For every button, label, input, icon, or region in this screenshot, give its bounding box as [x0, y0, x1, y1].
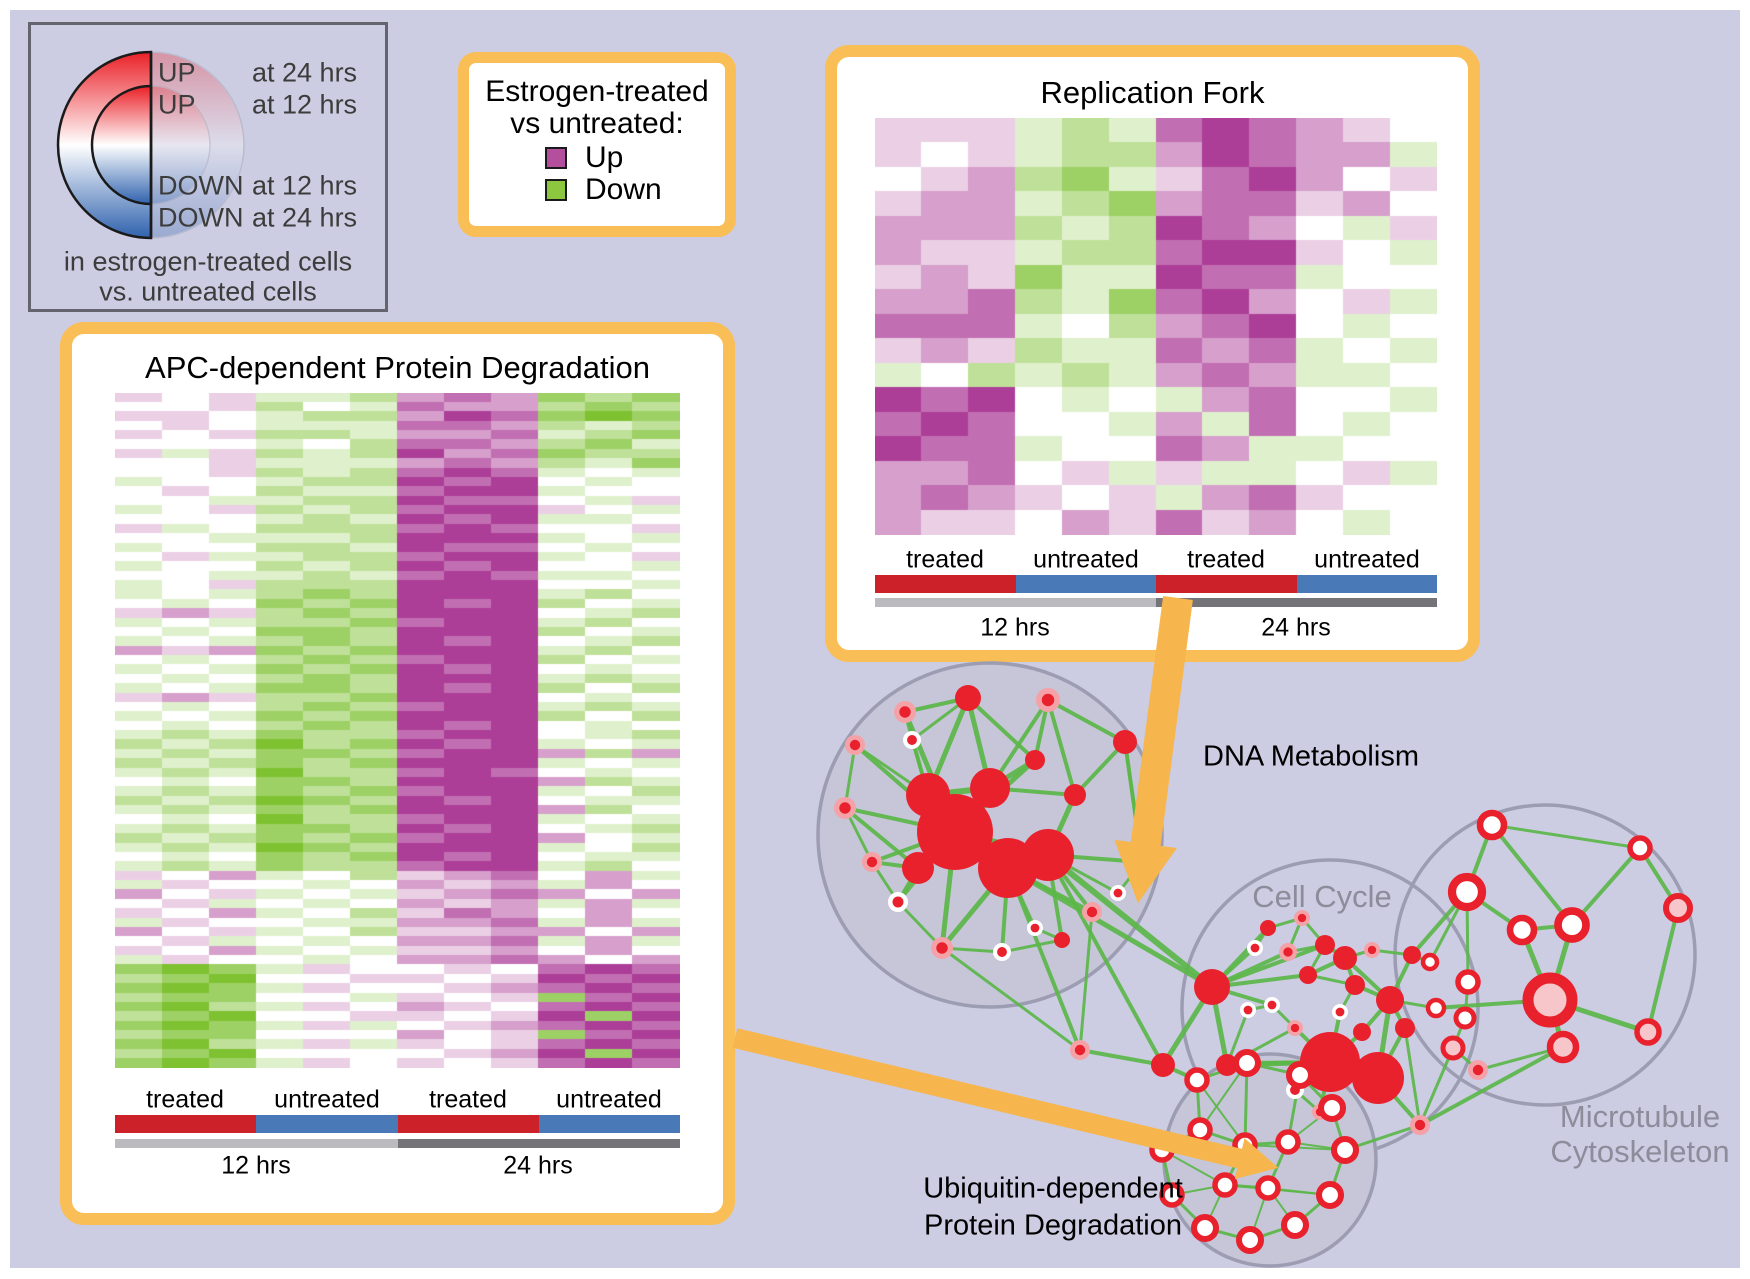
- apc-condition-bar: [115, 1115, 680, 1133]
- legend-caption-line1: in estrogen-treated cells: [63, 246, 353, 277]
- down-color-swatch: [545, 179, 567, 201]
- apc-group-label-1: treated: [146, 1085, 224, 1114]
- apc-12hr-bar: [115, 1139, 398, 1148]
- apc-untreated-bar-2: [538, 1115, 680, 1133]
- rf-treated-bar-1: [875, 575, 1016, 593]
- down-label: Down: [585, 173, 662, 206]
- updown-legend-title-line2: vs untreated:: [510, 107, 684, 140]
- circle-legend-box: UP at 24 hrs UP at 12 hrs DOWN at 12 hrs…: [28, 22, 388, 312]
- rf-group-label-3: treated: [1187, 545, 1265, 574]
- updown-circle-icon: [56, 50, 245, 240]
- rf-12hr-bar: [875, 598, 1156, 607]
- legend-up24-dir: UP: [158, 57, 196, 88]
- rf-untreated-bar-1: [1015, 575, 1156, 593]
- apc-untreated-bar-1: [256, 1115, 398, 1133]
- apc-24hr-label: 24 hrs: [503, 1151, 573, 1180]
- dna-metabolism-label: DNA Metabolism: [1203, 740, 1419, 773]
- apc-treated-bar-1: [115, 1115, 257, 1133]
- apc-24hr-bar: [397, 1139, 680, 1148]
- rf-untreated-bar-2: [1296, 575, 1437, 593]
- microtubule-label-line1: Microtubule: [1559, 1099, 1721, 1134]
- rf-treated-bar-2: [1156, 575, 1297, 593]
- legend-down12-time: at 12 hrs: [252, 170, 358, 201]
- rf-heatmap: [875, 118, 1437, 535]
- ubiquitin-label-line1: Ubiquitin-dependent: [923, 1172, 1183, 1205]
- apc-group-label-3: treated: [429, 1085, 507, 1114]
- apc-panel-title: APC-dependent Protein Degradation: [145, 350, 650, 385]
- rf-24hr-label: 24 hrs: [1261, 613, 1331, 642]
- replication-fork-panel: Replication Fork treated untreated treat…: [825, 45, 1480, 662]
- apc-time-bar: [115, 1139, 680, 1148]
- rf-group-label-4: untreated: [1314, 545, 1420, 574]
- legend-up12-time: at 12 hrs: [252, 89, 358, 120]
- rf-group-label-1: treated: [906, 545, 984, 574]
- updown-legend-title-line1: Estrogen-treated: [485, 75, 709, 108]
- apc-panel: APC-dependent Protein Degradation treate…: [60, 322, 735, 1225]
- apc-group-label-2: untreated: [274, 1085, 380, 1114]
- up-label: Up: [585, 141, 624, 174]
- rf-group-label-2: untreated: [1033, 545, 1139, 574]
- apc-heatmap: [115, 393, 680, 1068]
- ubiquitin-label-line2: Protein Degradation: [924, 1209, 1182, 1242]
- rf-time-bar: [875, 598, 1437, 607]
- legend-down24-dir: DOWN: [158, 202, 244, 233]
- updown-legend-box: Estrogen-treated vs untreated: Up Down: [458, 52, 736, 237]
- rf-12hr-label: 12 hrs: [980, 613, 1050, 642]
- rf-condition-bar: [875, 575, 1437, 593]
- apc-group-label-4: untreated: [556, 1085, 662, 1114]
- rf-panel-title: Replication Fork: [1040, 75, 1265, 110]
- cell-cycle-label: Cell Cycle: [1252, 879, 1392, 914]
- apc-treated-bar-2: [397, 1115, 539, 1133]
- apc-12hr-label: 12 hrs: [221, 1151, 291, 1180]
- up-color-swatch: [545, 147, 567, 169]
- legend-down24-time: at 24 hrs: [252, 202, 358, 233]
- legend-down12-dir: DOWN: [158, 170, 244, 201]
- microtubule-label-line2: Cytoskeleton: [1550, 1134, 1730, 1169]
- rf-24hr-bar: [1156, 598, 1437, 607]
- legend-caption-line2: vs. untreated cells: [99, 276, 317, 307]
- legend-up12-dir: UP: [158, 89, 196, 120]
- legend-up24-time: at 24 hrs: [252, 57, 358, 88]
